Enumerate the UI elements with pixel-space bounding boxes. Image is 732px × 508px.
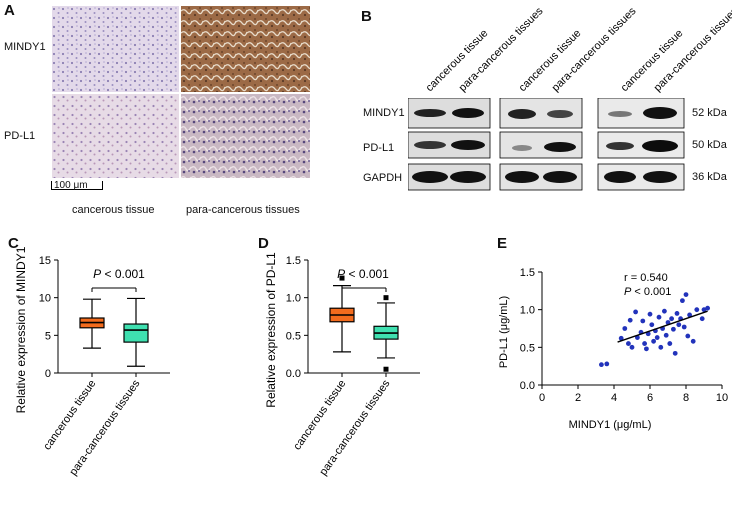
e-data-point (633, 309, 638, 315)
boxplot-pdl1: Relative expression of PD-L1 P < 0.001 0… (264, 252, 420, 478)
kda-label-52: 52 kDa (692, 107, 727, 119)
kda-label-50: 50 kDa (692, 139, 727, 151)
e-x-tick-label: 4 (611, 392, 617, 404)
e-data-point (694, 307, 700, 313)
ihc-para-pdl1-image (181, 94, 310, 178)
e-x-tick-label: 10 (716, 392, 728, 404)
e-data-point (629, 344, 635, 350)
e-data-point (685, 333, 691, 339)
e-data-point (618, 335, 624, 341)
e-x-tick-label: 0 (539, 392, 545, 404)
y-axis-label-e: PD-L1 (μg/mL) (498, 296, 510, 368)
e-y-tick-label: 1.5 (520, 267, 535, 279)
c-y-tick-label: 5 (45, 330, 51, 342)
e-data-point (699, 316, 705, 322)
e-data-point (676, 322, 682, 328)
p-value-c: P < 0.001 (93, 267, 145, 281)
c-y-tick-label: 15 (39, 255, 51, 267)
scatter-mindy1-pdl1: PD-L1 (μg/mL) MINDY1 (μg/mL) r = 0.540 P… (498, 267, 728, 431)
row-label-mindy1-a: MINDY1 (4, 41, 46, 53)
d-y-tick-label: 1.0 (286, 293, 301, 305)
d-y-tick-label: 0.5 (286, 330, 301, 342)
e-data-point (672, 350, 678, 356)
e-data-point (667, 341, 673, 346)
e-data-point (651, 338, 656, 344)
y-axis-label-c: Relative expression of MINDY1 (14, 246, 28, 413)
blot-row-label-pdl1: PD-L1 (363, 142, 395, 154)
panel-letter-e: E (497, 235, 508, 252)
p-value-d: P < 0.001 (337, 267, 389, 281)
e-y-tick-label: 0.0 (520, 380, 535, 392)
western-blot (408, 98, 685, 191)
e-data-point (656, 314, 662, 320)
e-data-point (622, 326, 628, 331)
boxplot-mindy1: Relative expression of MINDY1 P < 0.001 … (14, 246, 170, 478)
e-fit-line (617, 310, 708, 343)
scale-bar-label: 100 μm (54, 180, 88, 191)
e-data-point (627, 317, 633, 323)
panel-letter-d: D (258, 235, 269, 252)
c-box (123, 323, 149, 343)
e-data-point (701, 307, 707, 313)
e-y-tick-label: 0.5 (520, 342, 535, 354)
e-x-tick-label: 2 (575, 392, 581, 404)
e-data-point (663, 332, 669, 338)
e-y-tick-label: 1.0 (520, 305, 535, 317)
e-data-point (626, 341, 631, 346)
e-data-point (674, 311, 680, 316)
col-label-para-a: para-cancerous tissues (186, 204, 300, 216)
y-axis-label-d: Relative expression of PD-L1 (264, 252, 278, 408)
e-x-tick-label: 8 (683, 392, 689, 404)
e-data-point (683, 292, 689, 297)
d-y-tick-label: 0.0 (286, 368, 301, 380)
d-y-tick-label: 1.5 (286, 255, 301, 267)
e-data-point (658, 344, 664, 350)
kda-label-36: 36 kDa (692, 171, 727, 183)
x-axis-label-e: MINDY1 (μg/mL) (569, 419, 652, 431)
ihc-cancer-mindy1-image (52, 6, 179, 92)
blot-row-label-mindy1: MINDY1 (363, 107, 405, 119)
e-data-point (654, 335, 660, 340)
e-data-point (649, 322, 655, 328)
ihc-para-mindy1-image (181, 6, 310, 92)
lane-labels: cancerous tissue para-cancerous tissues … (424, 5, 732, 94)
panel-letter-b: B (361, 8, 372, 25)
blot-row-label-gapdh: GAPDH (363, 172, 403, 184)
e-data-point (680, 298, 685, 304)
p-value-e: P < 0.001 (624, 286, 671, 298)
e-data-point (647, 311, 653, 317)
e-data-point (681, 324, 687, 330)
e-data-point (662, 308, 667, 314)
e-data-point (669, 316, 674, 322)
c-y-tick-label: 10 (39, 293, 51, 305)
c-y-tick-label: 0 (45, 368, 51, 380)
r-value-e: r = 0.540 (624, 272, 668, 284)
e-data-point (604, 361, 610, 367)
ihc-cancer-pdl1-image (52, 94, 179, 178)
panel-letter-a: A (4, 2, 15, 19)
e-data-point (644, 346, 649, 352)
e-data-point (640, 318, 646, 324)
row-label-pdl1-a: PD-L1 (4, 130, 36, 142)
e-data-point (642, 341, 647, 346)
col-label-cancerous-a: cancerous tissue (72, 204, 155, 216)
e-data-point (705, 305, 710, 311)
d-outlier (339, 275, 345, 281)
e-data-point (690, 338, 696, 344)
e-data-point (599, 362, 604, 368)
d-outlier (383, 295, 389, 301)
panel-letter-c: C (8, 235, 19, 252)
e-x-tick-label: 6 (647, 392, 653, 404)
e-data-point (671, 326, 676, 332)
e-data-point (687, 312, 692, 318)
d-outlier (383, 366, 389, 372)
scale-bar (51, 181, 103, 190)
